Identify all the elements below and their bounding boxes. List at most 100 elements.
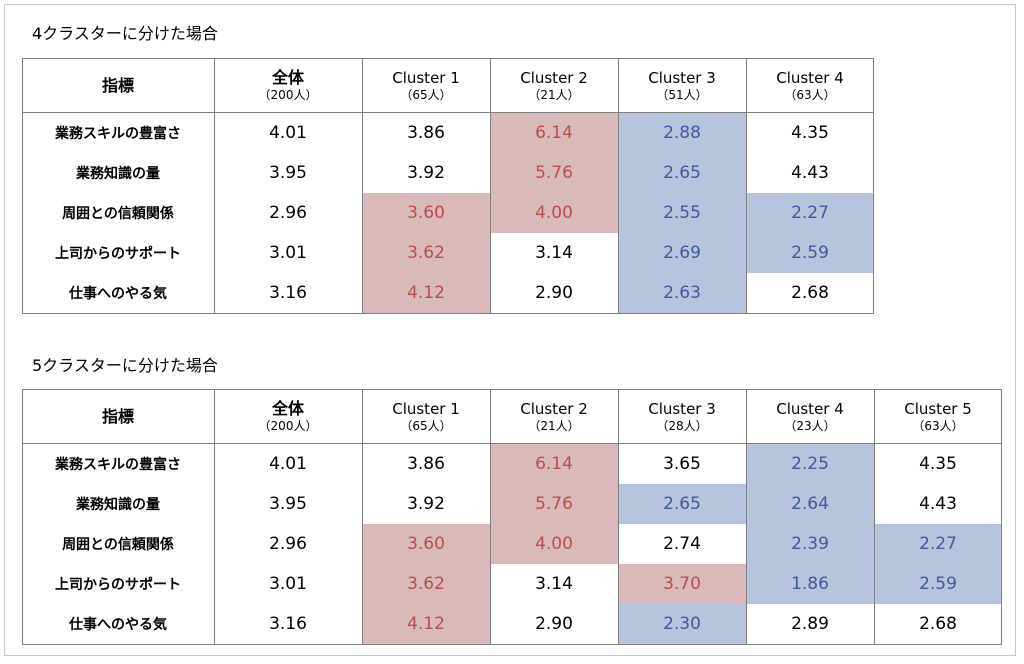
value-cell: 2.90 (535, 614, 573, 634)
value-cell: 1.86 (746, 564, 874, 604)
value-cell: 5.76 (490, 484, 618, 524)
value-cell: 2.59 (746, 233, 874, 273)
column-separator (874, 390, 875, 644)
value-cell: 3.01 (269, 243, 307, 263)
value-cell: 2.90 (535, 283, 573, 303)
value-cell: 2.74 (663, 534, 701, 554)
table-row: 仕事へのやる気 3.16 4.12 2.90 2.63 2.68 (22, 273, 874, 313)
header-name: 指標 (101, 407, 134, 426)
value-cell: 3.70 (618, 564, 746, 604)
value-cell: 2.25 (746, 444, 874, 484)
value-cell: 3.62 (362, 564, 490, 604)
column-separator (873, 59, 874, 313)
table-row: 業務スキルの豊富さ 4.01 3.86 6.14 3.65 2.25 4.35 (22, 444, 1002, 484)
header-count: （65人） (400, 88, 452, 102)
header-count: （28人） (656, 419, 708, 433)
value-cell: 2.88 (618, 113, 746, 153)
column-separator (22, 390, 23, 644)
header-count: （65人） (400, 419, 452, 433)
value-cell: 4.12 (362, 273, 490, 313)
value-cell: 2.68 (791, 283, 829, 303)
value-cell: 2.69 (618, 233, 746, 273)
header-count: （200人） (258, 419, 318, 433)
row-label: 業務スキルの豊富さ (55, 457, 181, 473)
section-title: 4クラスターに分けた場合 (32, 24, 218, 43)
value-cell: 2.59 (874, 564, 1002, 604)
value-cell: 2.65 (618, 484, 746, 524)
value-cell: 4.35 (791, 123, 829, 143)
header-name: 指標 (101, 76, 134, 95)
header-name: Cluster 1 (392, 69, 460, 87)
header-name: Cluster 2 (520, 69, 588, 87)
value-cell: 2.65 (618, 153, 746, 193)
value-cell: 3.16 (269, 614, 307, 634)
value-cell: 4.12 (362, 604, 490, 644)
header-name: Cluster 5 (904, 400, 972, 418)
header-name: Cluster 2 (520, 400, 588, 418)
column-separator (618, 390, 619, 644)
row-label: 仕事へのやる気 (69, 617, 167, 633)
column-separator (746, 390, 747, 644)
row-label: 業務知識の量 (76, 497, 160, 513)
header-separator (22, 443, 1002, 444)
header-count: （200人） (258, 88, 318, 102)
value-cell: 3.86 (407, 123, 445, 143)
value-cell: 4.00 (490, 524, 618, 564)
table-row: 上司からのサポート 3.01 3.62 3.14 3.70 1.86 2.59 (22, 564, 1002, 604)
value-cell: 3.92 (407, 494, 445, 514)
value-cell: 3.95 (269, 494, 307, 514)
value-cell: 2.96 (269, 203, 307, 223)
value-cell: 3.01 (269, 574, 307, 594)
header-count: （63人） (784, 88, 836, 102)
column-separator (214, 390, 215, 644)
value-cell: 3.92 (407, 163, 445, 183)
value-cell: 3.86 (407, 454, 445, 474)
column-separator (214, 59, 215, 313)
table-row: 周囲との信頼関係 2.96 3.60 4.00 2.55 2.27 (22, 193, 874, 233)
value-cell: 3.14 (535, 243, 573, 263)
value-cell: 3.62 (362, 233, 490, 273)
value-cell: 4.43 (919, 494, 957, 514)
header-name: Cluster 3 (648, 69, 716, 87)
value-cell: 6.14 (490, 444, 618, 484)
value-cell: 6.14 (490, 113, 618, 153)
header-cell: Cluster 3 （51人） (618, 59, 746, 113)
value-cell: 2.27 (746, 193, 874, 233)
header-cell: Cluster 3 （28人） (618, 390, 746, 444)
value-cell: 4.00 (490, 193, 618, 233)
row-label: 仕事へのやる気 (69, 286, 167, 302)
row-label: 周囲との信頼関係 (62, 537, 174, 553)
value-cell: 3.95 (269, 163, 307, 183)
header-cell: 指標 (22, 59, 214, 113)
row-label: 周囲との信頼関係 (62, 206, 174, 222)
section-title: 5クラスターに分けた場合 (32, 356, 218, 375)
value-cell: 5.76 (490, 153, 618, 193)
header-count: （51人） (656, 88, 708, 102)
row-label: 上司からのサポート (55, 246, 181, 262)
column-separator (490, 59, 491, 313)
value-cell: 4.35 (919, 454, 957, 474)
row-label: 上司からのサポート (55, 577, 181, 593)
value-cell: 3.16 (269, 283, 307, 303)
header-row: 指標 全体 （200人） Cluster 1 （65人） Cluster 2 （21人） Cl… (22, 390, 1002, 444)
value-cell: 4.01 (269, 454, 307, 474)
value-cell: 2.27 (874, 524, 1002, 564)
table-row: 仕事へのやる気 3.16 4.12 2.90 2.30 2.89 2.68 (22, 604, 1002, 644)
column-separator (22, 59, 23, 313)
table-row: 業務知識の量 3.95 3.92 5.76 2.65 2.64 4.43 (22, 484, 1002, 524)
header-cell: Cluster 2 （21人） (490, 59, 618, 113)
header-cell: 全体 （200人） (214, 390, 362, 444)
header-name: Cluster 4 (776, 69, 844, 87)
table-row: 周囲との信頼関係 2.96 3.60 4.00 2.74 2.39 2.27 (22, 524, 1002, 564)
value-cell: 4.43 (791, 163, 829, 183)
page-frame (4, 4, 1016, 656)
table-row: 業務知識の量 3.95 3.92 5.76 2.65 4.43 (22, 153, 874, 193)
cluster-table: 指標 全体 （200人） Cluster 1 （65人） Cluster 2 （21人） Cl… (22, 58, 874, 314)
header-count: （23人） (784, 419, 836, 433)
header-name: 全体 (271, 399, 304, 418)
column-separator (362, 59, 363, 313)
header-count: （21人） (528, 419, 580, 433)
value-cell: 4.01 (269, 123, 307, 143)
header-cell: 全体 （200人） (214, 59, 362, 113)
row-label: 業務スキルの豊富さ (55, 126, 181, 142)
